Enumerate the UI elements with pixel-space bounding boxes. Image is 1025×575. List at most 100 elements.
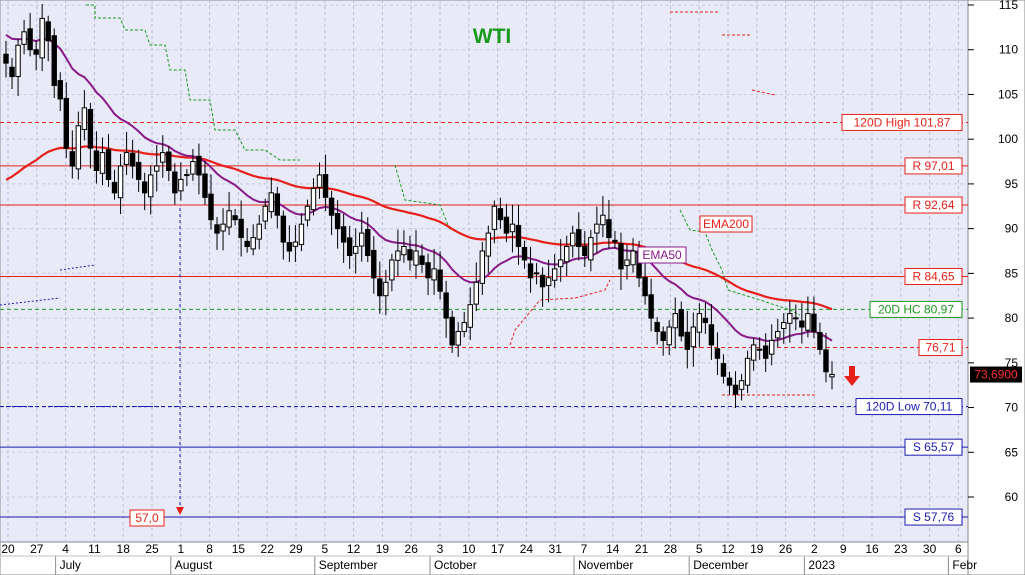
x-tick-label: 23 [894, 542, 908, 556]
x-tick-label: 18 [117, 542, 131, 556]
trail-red-1 [509, 279, 611, 346]
x-tick-label: 5 [321, 542, 328, 556]
candle-body [340, 226, 347, 243]
x-tick-label: 27 [30, 542, 44, 556]
candle-body [425, 262, 431, 279]
level-label: R 97,01 [912, 159, 954, 173]
candle-body [292, 241, 299, 247]
y-tick-label: 105 [998, 87, 1018, 101]
x-tick-label: 12 [347, 542, 361, 556]
candle-body [678, 309, 684, 337]
candle-body [208, 193, 214, 221]
candle-body [21, 31, 27, 45]
candle-body [15, 44, 21, 77]
target-label-box [129, 509, 165, 527]
candle-body [594, 223, 600, 234]
candle-body [443, 292, 449, 319]
month-label: December [693, 558, 748, 572]
x-tick-label: 17 [491, 542, 505, 556]
level-label-box [904, 196, 963, 214]
candle-body [352, 246, 359, 254]
x-tick-label: 19 [750, 542, 764, 556]
candle-body [762, 345, 769, 359]
candle-body [178, 178, 184, 192]
candle-body [51, 35, 57, 87]
candle-body [256, 223, 262, 240]
candle-body [196, 155, 202, 176]
level-label-box [841, 113, 963, 131]
x-tick-label: 30 [923, 542, 937, 556]
candle-body [328, 197, 335, 216]
x-axis-panel [0, 541, 969, 575]
x-tick-label: 15 [232, 542, 246, 556]
candle-body [226, 210, 232, 228]
x-tick-label: 24 [520, 542, 534, 556]
candle-body [811, 313, 817, 333]
candle-body [606, 219, 612, 239]
candle-body [304, 205, 311, 221]
candle-body [437, 269, 443, 292]
candle-body [202, 173, 208, 198]
candle-body [87, 108, 94, 149]
candle-body [449, 316, 455, 346]
candle-body [497, 208, 504, 221]
x-tick-label: 9 [840, 542, 847, 556]
level-label: S 65,57 [913, 440, 955, 454]
x-tick-label: 12 [721, 542, 735, 556]
candle-body [491, 205, 498, 230]
candle-body [527, 263, 534, 279]
candle-body [570, 232, 576, 247]
candle-body [630, 250, 636, 266]
y-axis-panel [967, 0, 1025, 575]
level-label-box [869, 300, 963, 318]
y-tick-label: 85 [1005, 266, 1019, 280]
y-tick-label: 90 [1005, 222, 1019, 236]
x-axis: 20 27 4 11 18 25 1 8 15 22 29 5 12 19 26 3 10 17 24 31 7 14 21… [0, 542, 977, 575]
candle-body [129, 152, 136, 167]
candle-body [232, 215, 238, 221]
x-tick-label: 26 [405, 542, 419, 556]
candle-body [564, 246, 570, 263]
level-label-box [904, 157, 963, 175]
candle-body [829, 373, 835, 378]
month-label: November [578, 558, 633, 572]
last-price-label: 73,6900 [974, 368, 1018, 382]
x-tick-label: 16 [865, 542, 879, 556]
y-tick-label: 65 [1005, 445, 1019, 459]
month-label: 2023 [808, 558, 835, 572]
moving-averages [5, 33, 833, 342]
candle-body [105, 149, 112, 180]
candle-body [612, 239, 618, 243]
x-tick-label: 31 [549, 542, 563, 556]
candle-body [799, 320, 805, 328]
candle-body [660, 331, 666, 341]
candle-body [250, 237, 256, 250]
candle-body [690, 326, 697, 348]
candle-body [696, 313, 703, 333]
candle-body [805, 313, 811, 331]
annotations: 57,0 EMA200 EMA50 73,6900 [0, 208, 1022, 527]
ema50-line [5, 33, 833, 342]
level-label: 120D High 101,87 [854, 115, 951, 129]
y-tick-label: 95 [1005, 177, 1019, 191]
candle-body [666, 326, 672, 346]
x-tick-label: 19 [376, 542, 390, 556]
candle-body [461, 322, 467, 332]
candle-body [521, 246, 528, 261]
ema50-label-box [637, 246, 687, 264]
candle-body [407, 249, 413, 261]
y-tick-label: 70 [1005, 401, 1019, 415]
candle-body [455, 331, 461, 346]
candle-body [286, 242, 293, 252]
last-price-box [970, 366, 1022, 383]
candle-body [141, 181, 148, 194]
candle-body [166, 151, 172, 171]
candle-body [280, 215, 287, 243]
candle-body [823, 349, 829, 373]
candle-body [419, 255, 425, 265]
x-tick-label: 21 [635, 542, 649, 556]
candle-body [775, 331, 781, 339]
month-label: Febr [952, 558, 977, 572]
candle-body [509, 223, 516, 233]
candle-body [600, 214, 606, 226]
